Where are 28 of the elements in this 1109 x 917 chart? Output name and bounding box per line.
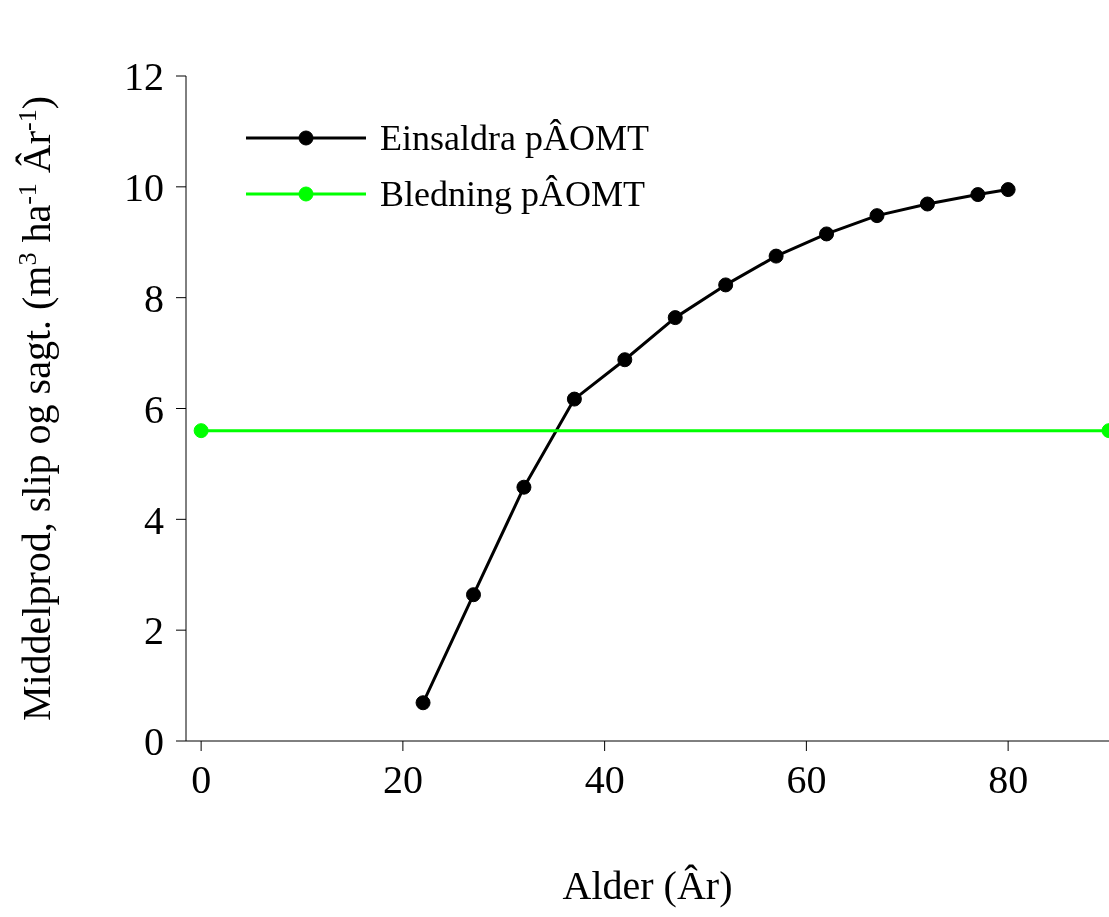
- point: [465, 587, 481, 603]
- y-tick-label: 4: [144, 497, 164, 543]
- point: [768, 248, 784, 264]
- x-axis-title: Alder (Âr): [562, 863, 733, 908]
- legend-label: Einsaldra pÂOMT: [380, 117, 649, 159]
- y-tick-label: 0: [144, 719, 164, 765]
- y-tick-label: 12: [124, 54, 164, 100]
- point: [667, 310, 683, 326]
- x-tick-label: 80: [988, 757, 1029, 803]
- legend-label: Bledning pÂOMT: [380, 173, 645, 215]
- y-tick-label: 8: [144, 275, 164, 321]
- point: [1000, 182, 1016, 198]
- y-tick-label: 10: [124, 165, 164, 211]
- x-tick-label: 40: [584, 757, 625, 803]
- y-tick-label: 2: [144, 608, 164, 654]
- point: [566, 391, 582, 407]
- point: [819, 226, 835, 242]
- x-tick-label: 20: [382, 757, 423, 803]
- x-tick-label: 60: [786, 757, 827, 803]
- point: [415, 695, 431, 711]
- point: [869, 208, 885, 224]
- point: [718, 277, 734, 293]
- y-tick-label: 6: [144, 386, 164, 432]
- point: [970, 187, 986, 203]
- point: [919, 196, 935, 212]
- point: [516, 479, 532, 495]
- point: [617, 352, 633, 368]
- x-tick-label: 0: [191, 757, 212, 803]
